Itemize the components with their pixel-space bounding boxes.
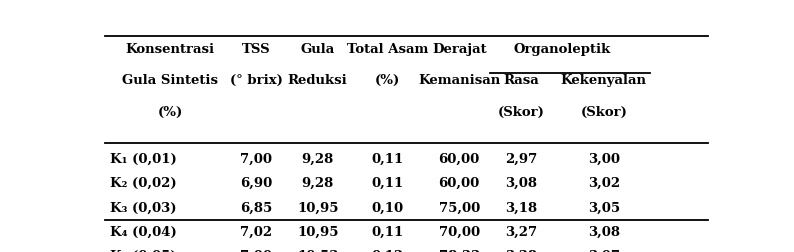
Text: Gula Sintetis: Gula Sintetis	[122, 74, 218, 87]
Text: TSS: TSS	[242, 43, 271, 56]
Text: 9,28: 9,28	[302, 153, 333, 166]
Text: Total Asam: Total Asam	[346, 43, 428, 56]
Text: Gula: Gula	[301, 43, 335, 56]
Text: 0,10: 0,10	[371, 201, 403, 214]
Text: 0,11: 0,11	[371, 226, 403, 239]
Text: 2,97: 2,97	[505, 153, 537, 166]
Text: 0,11: 0,11	[371, 177, 403, 190]
Text: 78,33: 78,33	[438, 250, 480, 252]
Text: (Skor): (Skor)	[497, 106, 544, 119]
Text: (%): (%)	[157, 106, 183, 119]
Text: Kemanisan: Kemanisan	[418, 74, 500, 87]
Text: 9,28: 9,28	[302, 177, 333, 190]
Text: 10,53: 10,53	[297, 250, 338, 252]
Text: K₁ (0,01): K₁ (0,01)	[110, 153, 177, 166]
Text: 70,00: 70,00	[438, 226, 480, 239]
Text: 3,18: 3,18	[505, 201, 537, 214]
Text: (° brix): (° brix)	[229, 74, 283, 87]
Text: Organoleptik: Organoleptik	[514, 43, 611, 56]
Text: 3,05: 3,05	[588, 201, 620, 214]
Text: 3,27: 3,27	[505, 226, 537, 239]
Text: 60,00: 60,00	[438, 177, 480, 190]
Text: 3,08: 3,08	[505, 177, 537, 190]
Text: 7,00: 7,00	[240, 153, 272, 166]
Text: (%): (%)	[375, 74, 400, 87]
Text: 3,00: 3,00	[588, 153, 620, 166]
Text: 60,00: 60,00	[438, 153, 480, 166]
Text: Derajat: Derajat	[432, 43, 487, 56]
Text: 7,00: 7,00	[240, 250, 272, 252]
Text: 10,95: 10,95	[297, 201, 338, 214]
Text: Reduksi: Reduksi	[287, 74, 348, 87]
Text: K₄ (0,04): K₄ (0,04)	[110, 226, 177, 239]
Text: 6,85: 6,85	[240, 201, 272, 214]
Text: Konsentrasi: Konsentrasi	[125, 43, 214, 56]
Text: K₅ (0,05): K₅ (0,05)	[110, 250, 177, 252]
Text: 0,12: 0,12	[371, 250, 403, 252]
Text: 10,95: 10,95	[297, 226, 338, 239]
Text: 6,90: 6,90	[240, 177, 272, 190]
Text: K₃ (0,03): K₃ (0,03)	[110, 201, 177, 214]
Text: 7,02: 7,02	[240, 226, 272, 239]
Text: 3,07: 3,07	[588, 250, 620, 252]
Text: K₂ (0,02): K₂ (0,02)	[110, 177, 177, 190]
Text: 0,11: 0,11	[371, 153, 403, 166]
Text: 3,38: 3,38	[505, 250, 537, 252]
Text: 75,00: 75,00	[438, 201, 480, 214]
Text: (Skor): (Skor)	[580, 106, 627, 119]
Text: 3,02: 3,02	[588, 177, 620, 190]
Text: Kekenyalan: Kekenyalan	[561, 74, 647, 87]
Text: Rasa: Rasa	[503, 74, 538, 87]
Text: 3,08: 3,08	[588, 226, 620, 239]
